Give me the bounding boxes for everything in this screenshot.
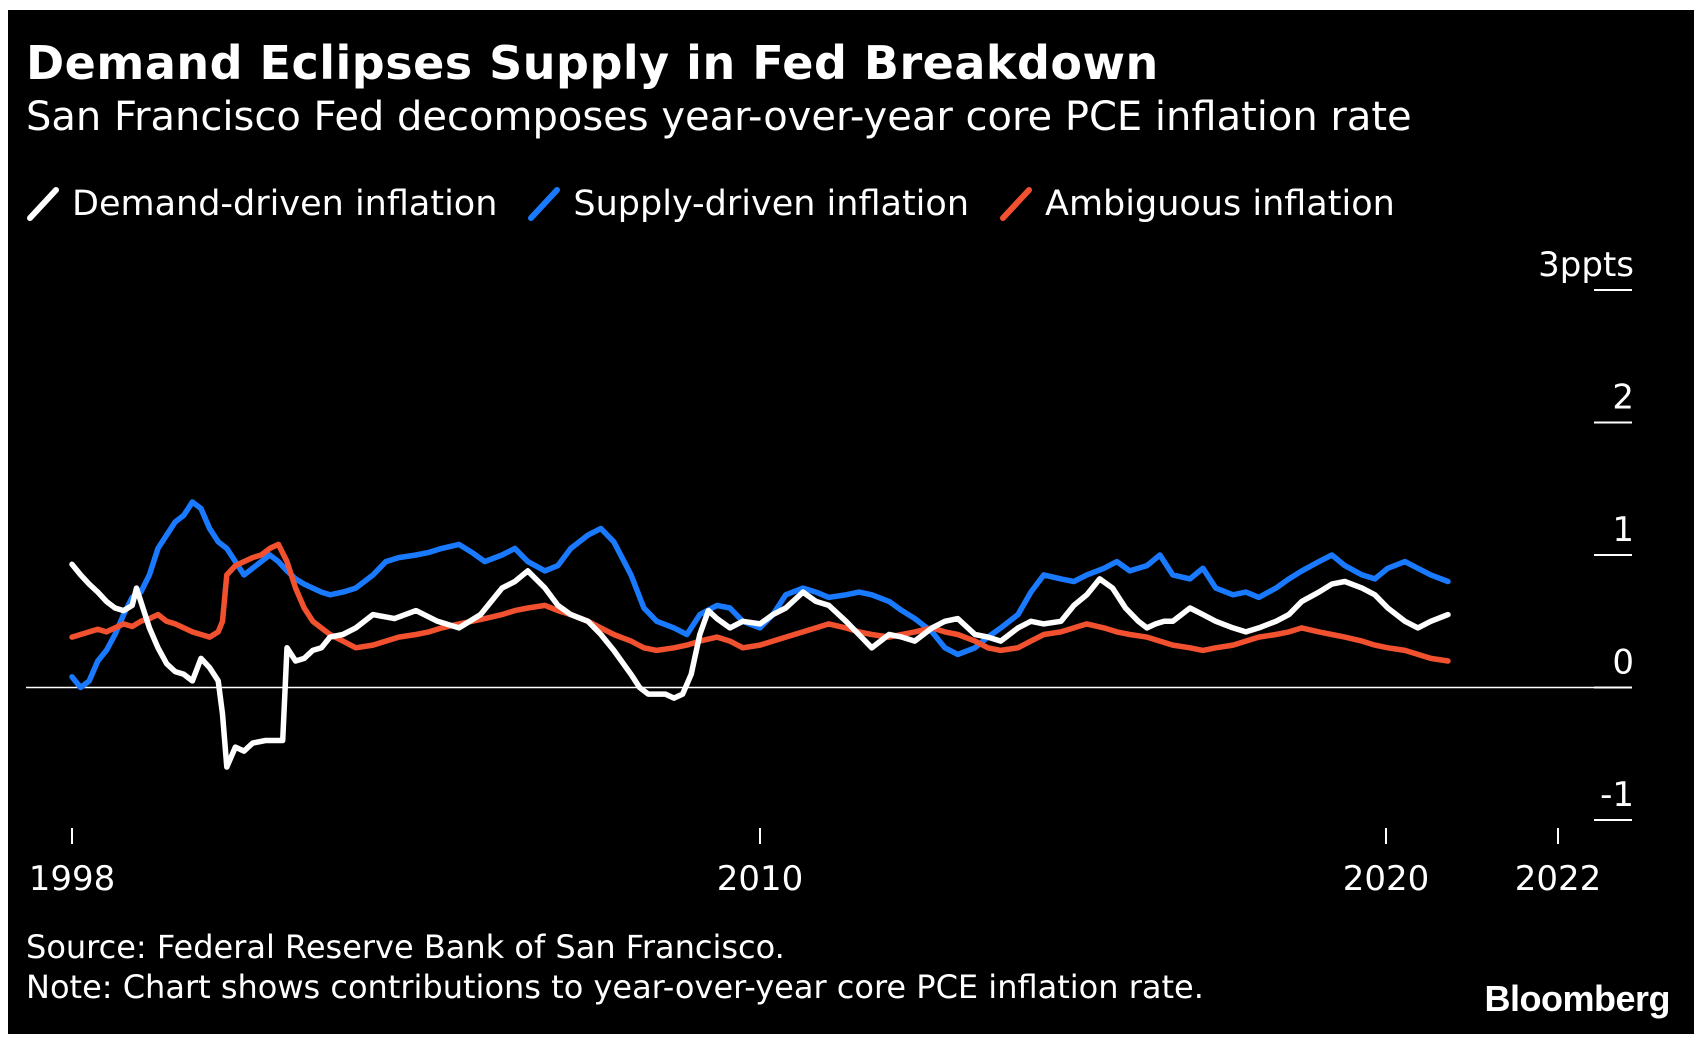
source-note: Source: Federal Reserve Bank of San Fran… xyxy=(26,928,785,966)
x-tick-label-3: 2022 xyxy=(1515,859,1602,899)
chart-title: Demand Eclipses Supply in Fed Breakdown xyxy=(26,36,1159,90)
y-axis: -1 0 1 2 3ppts xyxy=(1538,245,1634,821)
legend-label-ambiguous: Ambiguous inflation xyxy=(1045,184,1395,224)
y-tick-label-0: -1 xyxy=(1600,775,1634,815)
chart-frame: Demand Eclipses Supply in Fed Breakdown … xyxy=(8,10,1694,1034)
legend-label-supply: Supply-driven inflation xyxy=(573,184,970,224)
legend-item-ambiguous: Ambiguous inflation xyxy=(999,184,1395,224)
y-tick-label-1: 0 xyxy=(1612,643,1634,683)
y-tick-label-3: 2 xyxy=(1612,378,1634,418)
legend-line-supply xyxy=(528,187,561,221)
footnote: Note: Chart shows contributions to year-… xyxy=(26,968,1204,1006)
y-tick-label-2: 1 xyxy=(1612,510,1634,550)
series-line-supply-driven-inflation xyxy=(69,499,1451,691)
legend: Demand-driven inflation Supply-driven in… xyxy=(26,182,1425,226)
legend-swatch-demand xyxy=(27,187,59,221)
legend-swatch-ambiguous xyxy=(1000,187,1033,221)
x-axis: 1998 2010 2020 2022 xyxy=(29,828,1602,899)
line-chart: -1 0 1 2 3ppts 1998 2010 2020 2022 xyxy=(26,245,1634,899)
series-line-demand-driven-inflation xyxy=(69,561,1451,770)
bloomberg-logo: Bloomberg xyxy=(1484,978,1670,1019)
chart-subtitle: San Francisco Fed decomposes year-over-y… xyxy=(26,94,1412,140)
legend-item-demand: Demand-driven inflation xyxy=(26,184,497,224)
legend-swatch-supply xyxy=(528,187,561,221)
y-tick-label-4: 3ppts xyxy=(1538,245,1634,285)
series-lines xyxy=(69,499,1451,770)
legend-line-ambiguous xyxy=(1000,187,1033,221)
x-tick-label-2: 2020 xyxy=(1343,859,1430,899)
series-line-ambiguous-inflation xyxy=(69,541,1451,664)
legend-line-demand xyxy=(27,187,59,221)
x-tick-label-0: 1998 xyxy=(29,859,116,899)
legend-label-demand: Demand-driven inflation xyxy=(72,184,498,224)
legend-item-supply: Supply-driven inflation xyxy=(527,184,969,224)
x-tick-label-1: 2010 xyxy=(717,859,804,899)
